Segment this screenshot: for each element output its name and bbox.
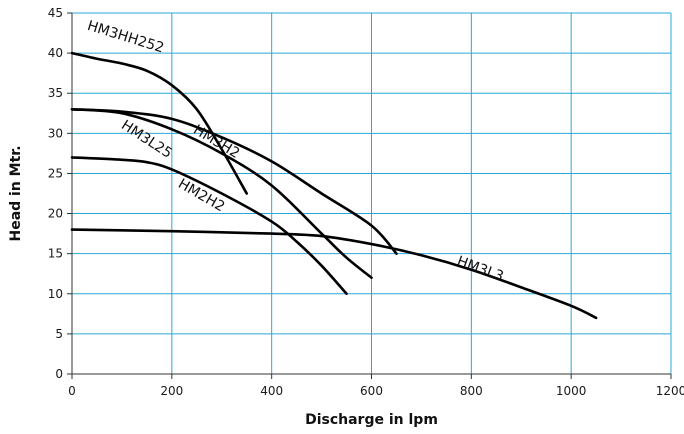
x-tick-label: 800 (460, 384, 483, 398)
series-label-hm3l25: HM3L25 (118, 117, 175, 162)
x-tick-label: 600 (360, 384, 383, 398)
y-tick-label: 30 (48, 126, 63, 140)
series-line-hm3hh252 (70, 51, 249, 195)
x-axis-title: Discharge in lpm (305, 412, 438, 428)
axes: 0 200 400 600 800 1000 1200 0 5 10 15 20 25 30 35 40 45 (48, 6, 684, 398)
y-tick-label: 35 (48, 86, 63, 100)
y-tick-label: 5 (55, 327, 63, 341)
x-tick-label: 0 (68, 384, 76, 398)
y-tick-label: 0 (55, 367, 63, 381)
x-tick-label: 1200 (656, 384, 684, 398)
series-label-hm3l3: HM3L3 (455, 253, 506, 285)
series-line-hm3l3 (70, 228, 598, 320)
x-tick-label: 400 (260, 384, 283, 398)
y-tick-label: 15 (48, 247, 63, 261)
y-tick-label: 45 (48, 6, 63, 20)
series-line-hm2h2 (70, 156, 348, 296)
series-line-hm3h2 (70, 107, 398, 255)
y-tick-label: 40 (48, 46, 63, 60)
y-tick-label: 25 (48, 166, 63, 180)
series-lines (70, 51, 598, 320)
y-tick-label: 20 (48, 207, 63, 221)
y-tick-label: 10 (48, 287, 63, 301)
series-line-hm3l25 (70, 107, 373, 280)
y-axis-title: Head in Mtr. (8, 145, 24, 241)
grid (71, 12, 672, 375)
series-label-hm3hh252: HM3HH252 (85, 18, 166, 56)
x-tick-label: 1000 (556, 384, 587, 398)
x-tick-label: 200 (160, 384, 183, 398)
